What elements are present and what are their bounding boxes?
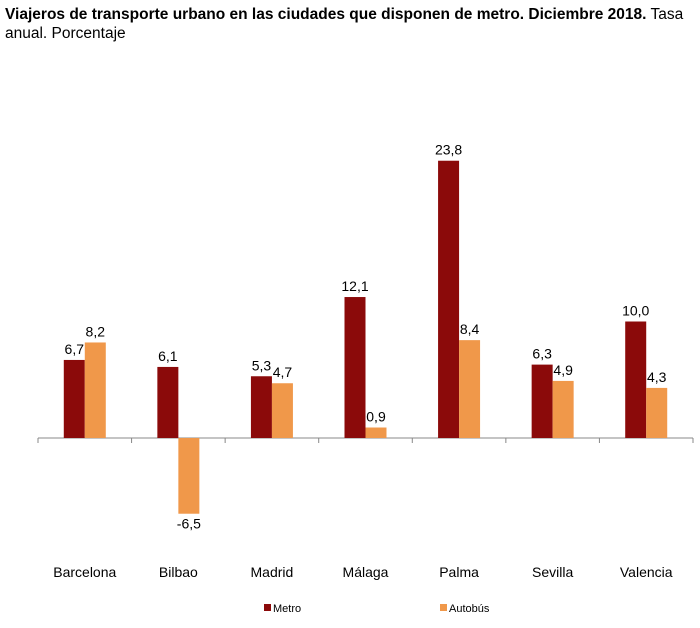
legend-label: Autobús [449,603,490,615]
legend-label: Metro [273,603,301,615]
data-label: 5,3 [252,357,272,373]
bar-metro-palma [438,160,460,439]
bar-autobús-palma [459,340,481,438]
data-label: 6,7 [65,341,85,357]
data-label: -6,5 [177,516,201,532]
data-label: 8,2 [86,323,106,339]
bar-metro-madrid [250,376,272,438]
bar-metro-valencia [625,321,647,438]
category-label: Madrid [251,564,294,580]
data-label: 4,7 [273,364,293,380]
chart-title-bold: Viajeros de transporte urbano en las ciu… [5,6,647,23]
bar-autobús-madrid [271,383,293,438]
chart-subtitle: Tasa anual. Porcentaje [5,6,684,42]
bar-autobús-sevilla [552,380,574,438]
bar-metro-málaga [344,297,366,438]
data-label: 4,9 [553,362,573,378]
category-label: Palma [439,564,479,580]
bar-autobús-barcelona [84,342,106,438]
category-label: Valencia [620,564,673,580]
data-label: 12,1 [341,278,368,294]
bar-autobús-bilbao [178,438,200,514]
category-label: Bilbao [159,564,198,580]
bar-metro-bilbao [157,366,179,438]
bar-autobús-valencia [646,387,668,438]
data-label: 6,1 [158,348,178,364]
data-label: 10,0 [622,303,649,319]
data-label: 0,9 [366,409,386,425]
bar-autobús-málaga [365,427,387,438]
bar-metro-barcelona [63,359,85,438]
category-label: Málaga [343,564,389,580]
data-label: 6,3 [532,346,552,362]
legend-swatch-autobús [440,604,447,611]
category-label: Sevilla [532,564,573,580]
bar-metro-sevilla [531,364,553,438]
chart-title: Viajeros de transporte urbano en las ciu… [5,5,695,43]
data-label: 4,3 [647,369,667,385]
data-label: 23,8 [435,142,462,158]
legend-swatch-metro [264,604,271,611]
data-label: 8,4 [460,321,480,337]
category-label: Barcelona [53,564,116,580]
